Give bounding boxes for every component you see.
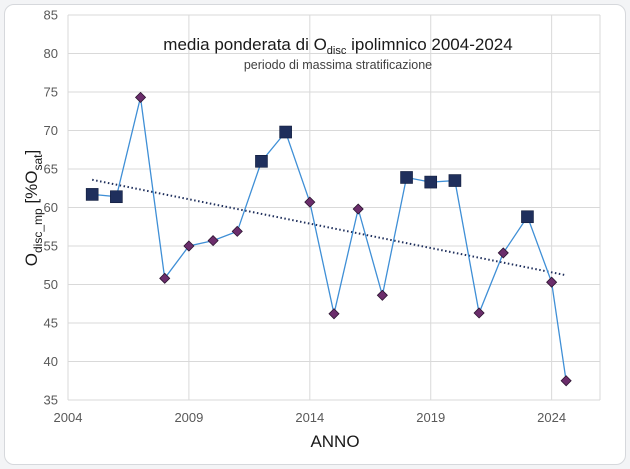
data-point-diamond [560,375,572,387]
trendline [91,178,567,277]
data-point-square [279,125,292,139]
data-point-diamond [134,91,147,103]
data-point-square [255,155,268,168]
data-point-diamond [352,203,364,215]
y-tick-labels: 35 40 45 50 55 60 65 70 75 80 85 [44,8,58,408]
x-tick-label: 2004 [54,410,83,425]
x-tick-labels: 2004 2009 2014 2019 2024 [54,410,567,425]
data-point-square [400,171,413,184]
data-point-diamond [328,308,340,320]
data-markers [85,91,572,387]
data-point-diamond [473,307,485,319]
data-point-diamond [207,235,219,247]
data-point-square [85,188,99,201]
y-tick-label: 60 [44,200,58,215]
x-tick-label: 2014 [295,410,324,425]
chart-subtitle: periodo di massima stratificazione [244,58,432,72]
data-point-diamond [183,240,195,252]
data-point-diamond [304,196,316,208]
y-axis-label: Odisc_mp [%Osat] [22,150,45,266]
data-point-diamond [231,225,243,237]
x-axis-label: ANNO [310,432,359,451]
data-point-square [448,174,462,187]
data-point-diamond [159,272,171,284]
y-tick-label: 70 [44,123,58,138]
data-point-diamond [546,276,558,288]
y-tick-label: 80 [44,46,58,61]
y-tick-label: 35 [44,393,58,408]
y-tick-label: 65 [44,162,58,177]
y-tick-label: 40 [44,354,58,369]
data-point-square [521,210,534,224]
chart-frame [4,4,626,465]
y-tick-label: 45 [44,316,58,331]
y-tick-label: 50 [44,277,58,292]
chart-title: media ponderata di Odisc ipolimnico 2004… [163,35,512,57]
x-tick-label: 2019 [416,410,445,425]
data-point-diamond [376,289,388,301]
gridlines [67,14,601,401]
series-line [92,97,567,381]
y-tick-label: 85 [44,8,58,23]
trend-line [91,178,567,277]
data-point-square [424,175,438,189]
y-tick-label: 75 [44,85,58,100]
x-tick-label: 2009 [174,410,203,425]
y-tick-label: 55 [44,239,58,254]
data-point-square [110,190,123,204]
series [92,97,567,381]
x-tick-label: 2024 [537,410,566,425]
data-point-diamond [497,247,509,259]
